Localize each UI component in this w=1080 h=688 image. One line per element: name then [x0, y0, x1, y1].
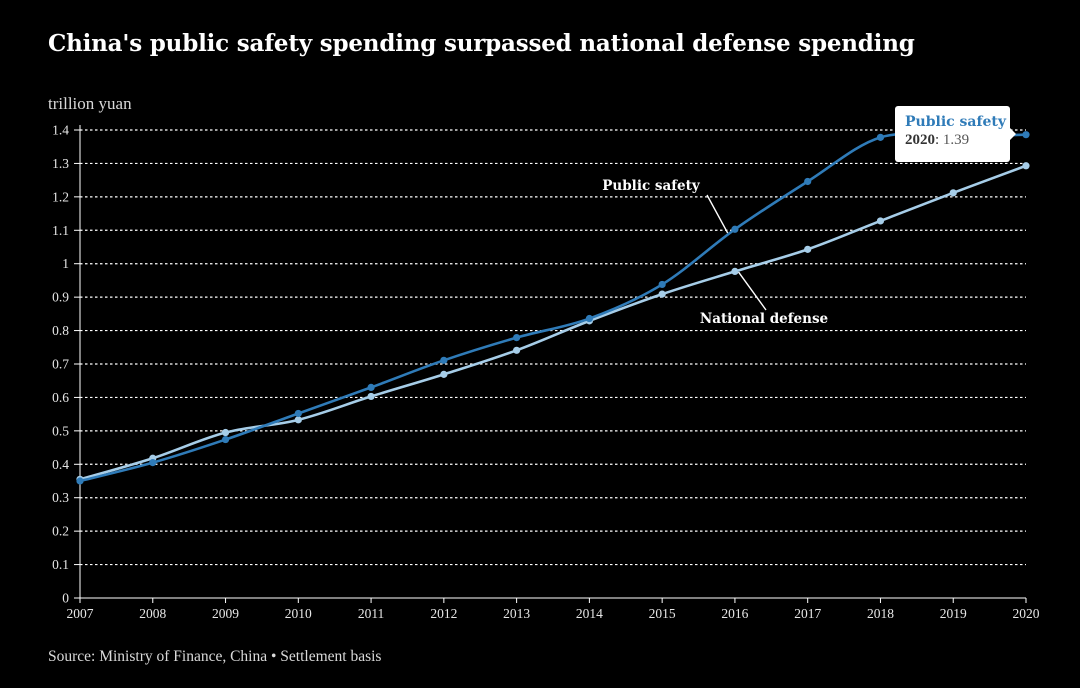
tooltip-value-row: 2020: 1.39: [905, 132, 970, 148]
data-point-national-defense: [731, 267, 739, 276]
y-tick-label: 0.2: [52, 524, 69, 539]
leader-line-public-safety: [706, 194, 729, 234]
x-tick-label: 2013: [503, 606, 530, 621]
data-point-public-safety: [76, 477, 84, 485]
y-tick-label: 0.7: [52, 357, 69, 372]
data-point-national-defense: [1022, 162, 1030, 170]
data-point-national-defense: [294, 416, 302, 424]
series-public-safety: [76, 131, 1030, 485]
axes: 0 0.1 0.2 0.3 0.4 0.5 0.6 0.7 0.8 0.9 1 1.1 1.2 1.3 1.…: [52, 123, 1040, 622]
gridlines: [80, 129, 1026, 566]
data-point-public-safety: [804, 177, 812, 186]
y-tick-label: 0.6: [52, 390, 69, 405]
x-tick-label: 2011: [358, 606, 385, 621]
data-point-public-safety: [513, 333, 521, 342]
series-lines: [76, 131, 1030, 485]
x-tick-label: 2017: [794, 606, 821, 621]
tooltip-value: 1.39: [942, 132, 970, 148]
x-tick-label: 2010: [285, 606, 312, 621]
data-point-national-defense: [367, 392, 375, 401]
data-point-national-defense: [221, 428, 230, 437]
y-tick-label: 0.5: [52, 423, 69, 438]
x-tick-label: 2018: [867, 606, 894, 621]
y-tick-label: 0.4: [52, 457, 69, 472]
y-tick-label: 0.3: [52, 490, 69, 505]
x-tick-label: 2016: [721, 606, 748, 621]
tooltip-year: 2020: [905, 132, 935, 148]
series-line-public-safety: [79, 132, 1027, 483]
data-point-national-defense: [876, 217, 885, 225]
data-point-public-safety: [367, 383, 375, 391]
x-tick-label: 2007: [67, 606, 94, 621]
series-label-public-safety: Public safety: [602, 178, 701, 194]
x-tick-label: 2012: [430, 606, 457, 621]
y-tick-label: 1: [62, 256, 69, 271]
y-tick-label: 0.9: [52, 290, 69, 305]
data-point-national-defense: [440, 370, 448, 378]
leader-line-national-defense: [737, 271, 767, 311]
chart-title: China's public safety spending surpassed…: [48, 30, 915, 57]
y-tick-label: 1.1: [52, 223, 69, 238]
data-point-public-safety: [658, 280, 666, 289]
data-point-public-safety: [876, 133, 885, 141]
x-tick-label: 2020: [1013, 606, 1040, 621]
x-tick-label: 2008: [139, 606, 166, 621]
y-tick-label: 1.4: [52, 123, 69, 138]
series-national-defense: [76, 162, 1030, 483]
data-point-public-safety: [1022, 131, 1030, 139]
data-point-public-safety: [149, 459, 157, 467]
data-point-public-safety: [221, 435, 230, 444]
data-point-national-defense: [513, 346, 521, 354]
y-axis-unit-label: trillion yuan: [48, 94, 132, 113]
data-point-public-safety: [294, 409, 302, 418]
y-tick-label: 0.1: [52, 557, 69, 572]
y-tick-label: 0: [62, 591, 69, 606]
data-point-public-safety: [585, 314, 593, 323]
source-note: Source: Ministry of Finance, China • Set…: [48, 648, 382, 665]
x-tick-label: 2015: [649, 606, 676, 621]
data-point-national-defense: [949, 189, 957, 197]
data-point-national-defense: [658, 290, 666, 298]
y-tick-label: 1.2: [52, 189, 69, 204]
x-tick-label: 2019: [940, 606, 967, 621]
data-point-public-safety: [440, 356, 448, 364]
x-tick-label: 2009: [212, 606, 239, 621]
data-point-national-defense: [804, 245, 812, 253]
data-point-public-safety: [731, 225, 739, 233]
x-tick-label: 2014: [576, 606, 603, 621]
series-line-national-defense: [79, 164, 1027, 481]
y-tick-label: 0.8: [52, 323, 69, 338]
y-tick-label: 1.3: [52, 156, 69, 171]
hover-tooltip: Public safety 2020: 1.39: [895, 106, 1016, 162]
series-label-national-defense: National defense: [700, 311, 828, 327]
tooltip-series-name: Public safety: [905, 114, 1007, 130]
series-labels: Public safety National defense: [601, 177, 830, 329]
